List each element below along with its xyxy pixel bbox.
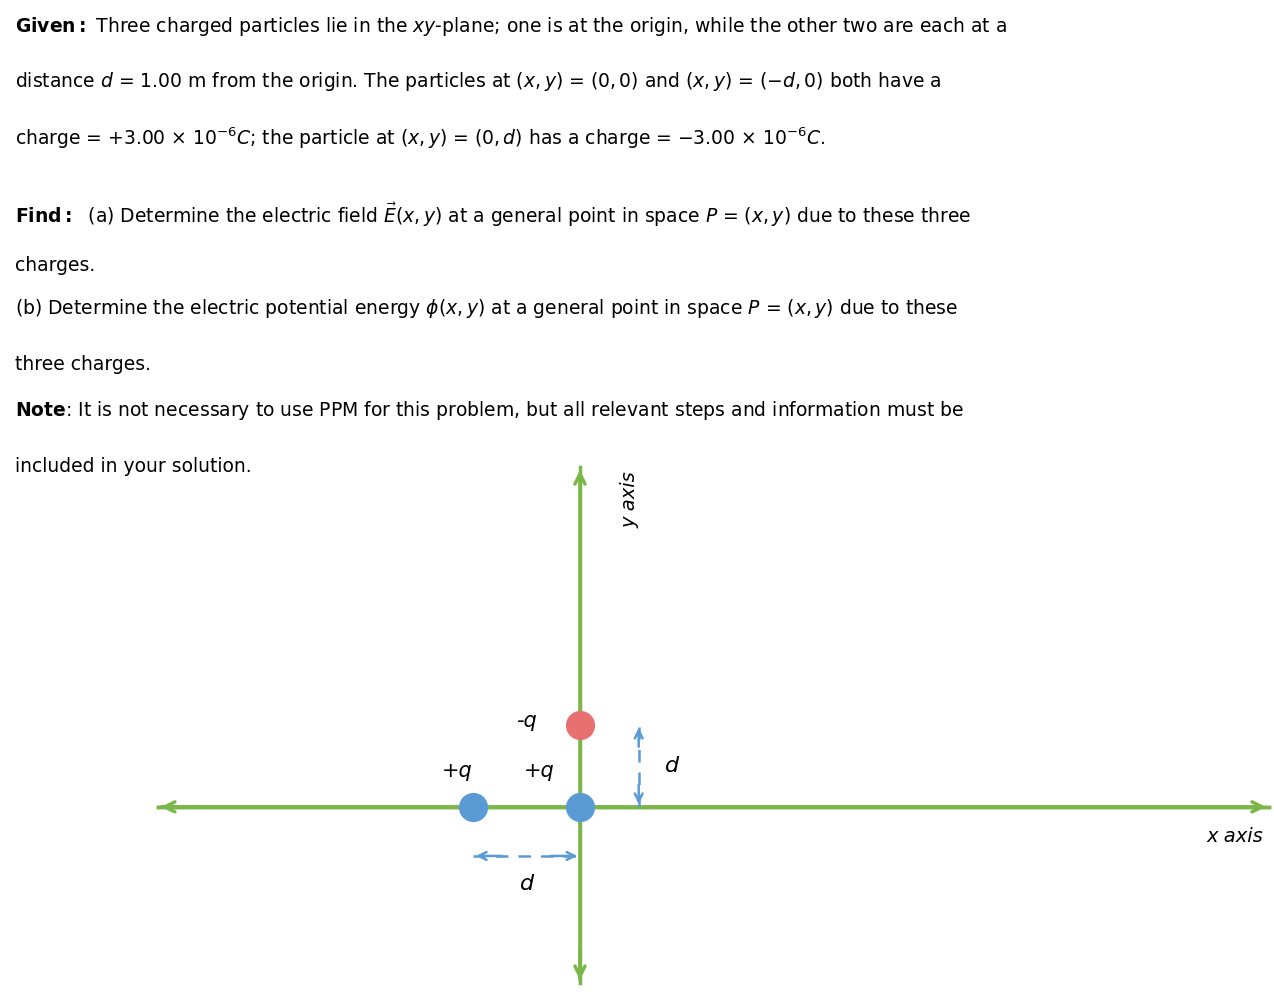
Text: +q: +q xyxy=(442,760,473,780)
Text: -q: -q xyxy=(516,711,536,731)
Text: $\mathbf{Find:}$  (a) Determine the electric field $\vec{E}$$(x, y)$ at a genera: $\mathbf{Find:}$ (a) Determine the elect… xyxy=(15,200,972,229)
Text: y axis: y axis xyxy=(620,471,640,528)
Text: (b) Determine the electric potential energy $\phi(x, y)$ at a general point in s: (b) Determine the electric potential ene… xyxy=(15,297,958,320)
Text: included in your solution.: included in your solution. xyxy=(15,457,252,475)
Text: charges.: charges. xyxy=(15,256,96,275)
Text: $\mathbf{Note}$: It is not necessary to use PPM for this problem, but all releva: $\mathbf{Note}$: It is not necessary to … xyxy=(15,399,964,422)
Text: x axis: x axis xyxy=(1206,828,1264,846)
Text: d: d xyxy=(520,874,534,894)
Text: charge = +3.00 $\times$ 10$^{-6}$$C$; the particle at $(x, y)$ = $(0, d)$ has a : charge = +3.00 $\times$ 10$^{-6}$$C$; th… xyxy=(15,126,826,151)
Text: +q: +q xyxy=(524,760,554,780)
Text: $\mathbf{Given:}$ Three charged particles lie in the $xy$-plane; one is at the o: $\mathbf{Given:}$ Three charged particle… xyxy=(15,14,1008,37)
Text: d: d xyxy=(665,756,679,776)
Text: three charges.: three charges. xyxy=(15,355,152,375)
Text: distance $d$ = 1.00 m from the origin. The particles at $(x, y)$ = $(0, 0)$ and : distance $d$ = 1.00 m from the origin. T… xyxy=(15,70,941,93)
